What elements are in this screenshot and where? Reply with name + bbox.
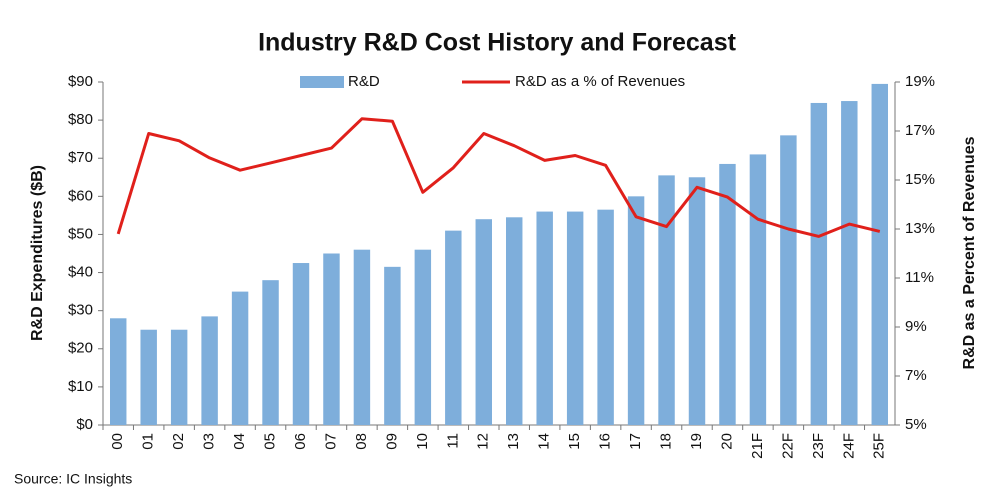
x-tick-label: 12 bbox=[475, 433, 492, 450]
y-tick-label: $70 bbox=[68, 149, 93, 166]
bar bbox=[323, 253, 340, 425]
y-tick-label: $60 bbox=[68, 187, 93, 204]
y2-tick-label: 19% bbox=[905, 73, 935, 90]
x-tick-label: 18 bbox=[658, 433, 675, 450]
bar bbox=[536, 211, 553, 425]
bar bbox=[475, 219, 492, 425]
y-tick-label: $90 bbox=[68, 73, 93, 90]
bar bbox=[566, 211, 584, 425]
legend-label: R&D as a % of Revenues bbox=[515, 73, 685, 90]
x-tick-label: 08 bbox=[353, 433, 370, 450]
chart-title: Industry R&D Cost History and Forecast bbox=[258, 29, 737, 57]
y-tick-label: $50 bbox=[68, 225, 93, 242]
bar bbox=[170, 329, 188, 425]
bar bbox=[658, 175, 675, 425]
y-axis-label: R&D Expenditures ($B) bbox=[29, 165, 46, 341]
y-tick-label: $0 bbox=[76, 416, 93, 433]
y2-tick-label: 5% bbox=[905, 416, 927, 433]
x-tick-label: 09 bbox=[383, 433, 400, 450]
x-tick-label: 21F bbox=[749, 433, 766, 459]
y2-tick-label: 13% bbox=[905, 220, 935, 237]
y-tick-label: $10 bbox=[68, 378, 93, 395]
y2-tick-label: 17% bbox=[905, 122, 935, 139]
x-tick-label: 20 bbox=[718, 433, 735, 450]
y-tick-label: $20 bbox=[68, 340, 93, 357]
y-tick-label: $40 bbox=[68, 264, 93, 281]
bar bbox=[597, 209, 614, 425]
x-tick-label: 25F bbox=[871, 433, 888, 459]
x-tick-label: 03 bbox=[201, 433, 218, 450]
bar bbox=[384, 266, 401, 425]
y-tick-label: $80 bbox=[68, 111, 93, 128]
bar bbox=[353, 249, 371, 425]
x-tick-label: 00 bbox=[109, 433, 126, 450]
legend-label: R&D bbox=[348, 73, 380, 90]
bar bbox=[841, 101, 858, 426]
x-tick-label: 05 bbox=[262, 433, 279, 450]
bar bbox=[749, 154, 767, 425]
bar bbox=[110, 318, 127, 425]
bar bbox=[292, 263, 310, 425]
x-tick-label: 19 bbox=[688, 433, 705, 450]
x-tick-label: 22F bbox=[779, 433, 796, 459]
x-tick-label: 04 bbox=[231, 433, 248, 450]
y2-tick-label: 7% bbox=[905, 367, 927, 384]
x-tick-label: 15 bbox=[566, 433, 583, 450]
legend-swatch bbox=[300, 76, 344, 88]
x-tick-label: 01 bbox=[140, 433, 157, 450]
bar bbox=[810, 102, 828, 425]
x-tick-label: 10 bbox=[414, 433, 431, 450]
bar bbox=[262, 280, 279, 425]
bar bbox=[871, 83, 888, 426]
x-tick-label: 24F bbox=[840, 433, 857, 459]
bar bbox=[780, 135, 797, 425]
y2-tick-label: 9% bbox=[905, 318, 927, 335]
bar bbox=[201, 316, 218, 425]
y2-tick-label: 11% bbox=[905, 269, 934, 286]
x-tick-label: 02 bbox=[170, 433, 187, 450]
y2-axis-label: R&D as a Percent of Revenues bbox=[961, 136, 978, 369]
y2-tick-label: 15% bbox=[905, 171, 935, 188]
y-tick-label: $30 bbox=[68, 302, 93, 319]
x-tick-label: 17 bbox=[627, 433, 644, 450]
x-tick-label: 07 bbox=[322, 433, 339, 450]
x-tick-label: 13 bbox=[505, 433, 522, 450]
bar bbox=[688, 177, 706, 425]
x-tick-label: 06 bbox=[292, 433, 309, 450]
bar bbox=[719, 163, 736, 425]
bar bbox=[231, 291, 249, 425]
bar bbox=[140, 329, 157, 425]
x-tick-label: 14 bbox=[536, 433, 553, 450]
x-tick-label: 23F bbox=[810, 433, 827, 459]
x-tick-label: 16 bbox=[597, 433, 614, 450]
bar bbox=[506, 217, 523, 425]
bar bbox=[445, 230, 462, 425]
bar bbox=[414, 249, 432, 425]
line bbox=[116, 117, 881, 238]
x-tick-label: 11 bbox=[444, 433, 461, 449]
bar bbox=[627, 196, 645, 425]
source-note: Source: IC Insights bbox=[14, 471, 132, 487]
